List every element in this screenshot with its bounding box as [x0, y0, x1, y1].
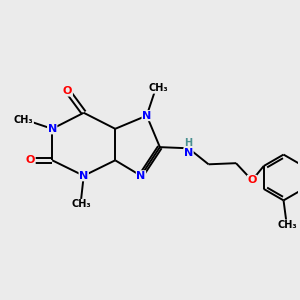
Text: CH₃: CH₃ — [277, 220, 297, 230]
Text: N: N — [79, 171, 88, 181]
Text: O: O — [248, 175, 257, 185]
Text: N: N — [48, 124, 57, 134]
Text: H: H — [184, 138, 193, 148]
Text: O: O — [26, 155, 35, 165]
Text: CH₃: CH₃ — [148, 83, 168, 93]
Text: N: N — [184, 148, 193, 158]
Text: CH₃: CH₃ — [71, 200, 91, 209]
Text: N: N — [136, 171, 146, 181]
Text: N: N — [142, 111, 151, 121]
Text: CH₃: CH₃ — [14, 115, 33, 125]
Text: O: O — [63, 86, 72, 96]
